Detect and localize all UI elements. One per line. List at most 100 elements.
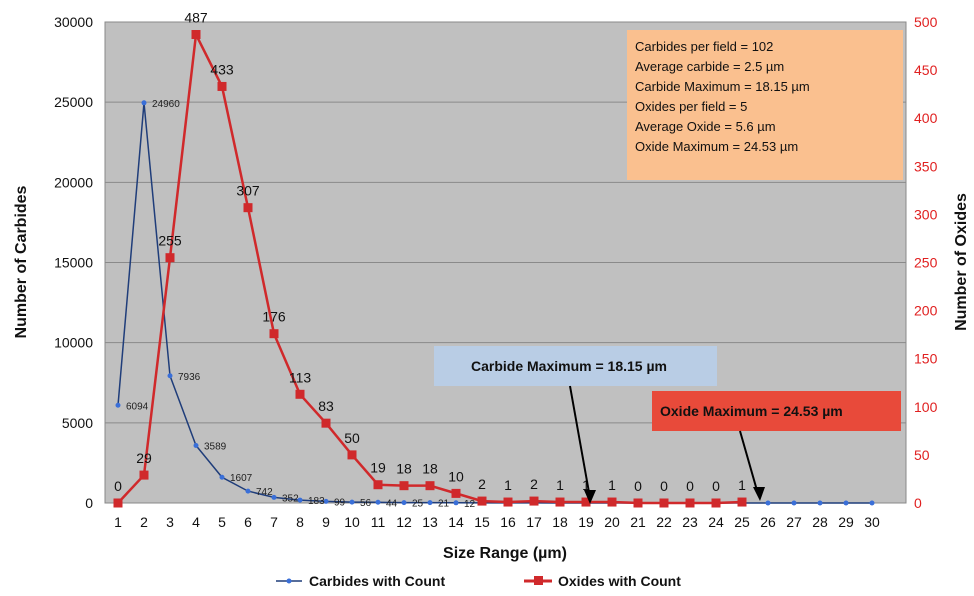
oxides-data-label: 18 <box>396 461 412 477</box>
stats-line-4: Oxides per field = 5 <box>635 99 747 114</box>
oxides-data-label: 307 <box>236 183 260 199</box>
carbides-point <box>817 500 823 506</box>
carbides-point <box>349 499 355 505</box>
legend-oxides-label: Oxides with Count <box>558 573 681 589</box>
x-tick-label: 25 <box>734 514 750 530</box>
oxides-data-label: 1 <box>738 477 746 493</box>
stats-line-6: Oxide Maximum = 24.53 µm <box>635 139 798 154</box>
left-tick-label: 10000 <box>54 335 93 351</box>
x-tick-label: 1 <box>114 514 122 530</box>
x-tick-label: 20 <box>604 514 620 530</box>
carbides-point <box>245 488 251 494</box>
x-tick-label: 23 <box>682 514 698 530</box>
oxides-point <box>711 498 721 508</box>
oxides-point <box>191 30 201 40</box>
x-tick-label: 9 <box>322 514 330 530</box>
carbide-callout-text: Carbide Maximum = 18.15 µm <box>471 358 667 374</box>
x-tick-label: 24 <box>708 514 724 530</box>
oxides-data-label: 50 <box>344 430 360 446</box>
stats-line-1: Carbides per field = 102 <box>635 39 773 54</box>
carbides-data-label: 44 <box>386 498 398 509</box>
carbides-data-label: 352 <box>282 493 299 504</box>
oxides-data-label: 10 <box>448 468 464 484</box>
carbides-data-label: 742 <box>256 487 273 498</box>
right-tick-label: 300 <box>914 206 938 222</box>
oxides-data-label: 2 <box>530 476 538 492</box>
x-tick-label: 8 <box>296 514 304 530</box>
carbides-point <box>323 498 329 504</box>
carbide-callout-arrow <box>569 385 591 499</box>
right-tick-label: 350 <box>914 158 938 174</box>
left-axis-title: Number of Carbides <box>13 185 30 338</box>
oxides-point <box>113 498 123 508</box>
oxides-point <box>165 253 175 263</box>
right-tick-label: 150 <box>914 351 938 367</box>
oxides-point <box>399 481 409 491</box>
left-tick-label: 15000 <box>54 255 93 271</box>
oxide-callout-text: Oxide Maximum = 24.53 µm <box>660 403 843 419</box>
carbides-data-label: 3589 <box>204 441 227 452</box>
right-tick-label: 0 <box>914 495 922 511</box>
carbides-point <box>297 497 303 503</box>
oxides-data-label: 113 <box>289 369 312 385</box>
carbides-point <box>401 500 407 506</box>
oxides-data-label: 487 <box>184 10 208 26</box>
carbides-point <box>791 500 797 506</box>
oxide-callout-bg <box>652 391 901 431</box>
oxides-point <box>217 81 227 91</box>
x-tick-label: 18 <box>552 514 568 530</box>
x-tick-label: 27 <box>786 514 802 530</box>
stats-line-3: Carbide Maximum = 18.15 µm <box>635 79 810 94</box>
carbides-data-label: 1607 <box>230 473 253 484</box>
carbides-point <box>869 500 875 506</box>
left-tick-label: 20000 <box>54 174 93 190</box>
left-tick-label: 30000 <box>54 14 93 30</box>
carbide-callout-bg <box>434 346 717 386</box>
x-axis: 1 2 3 4 5 6 7 8 9 10 11 12 13 14 15 16 17 18 19 20 21 22 23 24 2… <box>114 514 880 530</box>
oxides-point <box>555 497 565 507</box>
oxides-point <box>529 496 539 506</box>
oxides-point <box>321 418 331 428</box>
x-tick-label: 15 <box>474 514 490 530</box>
carbides-point <box>271 494 277 500</box>
legend-carbides-marker-icon <box>286 578 292 584</box>
oxides-data-label: 1 <box>608 477 616 493</box>
carbide-arrowhead-icon <box>584 490 596 504</box>
x-tick-label: 22 <box>656 514 672 530</box>
oxides-point <box>139 470 149 480</box>
carbides-point <box>167 373 173 379</box>
right-tick-label: 500 <box>914 14 938 30</box>
right-tick-label: 200 <box>914 303 938 319</box>
x-tick-label: 5 <box>218 514 226 530</box>
oxides-data-label: 433 <box>210 61 234 77</box>
x-tick-label: 16 <box>500 514 516 530</box>
oxides-data-label: 0 <box>634 478 642 494</box>
oxides-data-label: 83 <box>318 398 334 414</box>
right-axis: 0 50 100 150 200 250 300 350 400 450 500 <box>914 14 938 511</box>
carbides-point <box>115 402 121 408</box>
carbides-point <box>193 442 199 448</box>
x-tick-label: 29 <box>838 514 854 530</box>
oxides-data-label: 255 <box>158 233 182 249</box>
oxides-data-label: 0 <box>660 478 668 494</box>
oxides-point <box>737 497 747 507</box>
x-axis-title: Size Range (µm) <box>443 545 567 562</box>
right-tick-label: 100 <box>914 399 938 415</box>
oxides-point <box>581 497 591 507</box>
left-tick-label: 25000 <box>54 94 93 110</box>
oxides-point <box>503 497 513 507</box>
carbide-max-callout: Carbide Maximum = 18.15 µm <box>434 346 717 504</box>
left-tick-label: 5000 <box>62 415 93 431</box>
x-tick-label: 17 <box>526 514 542 530</box>
x-tick-label: 7 <box>270 514 278 530</box>
carbides-data-label: 25 <box>412 499 424 510</box>
x-tick-label: 13 <box>422 514 438 530</box>
carbides-point <box>375 499 381 505</box>
right-axis-title: Number of Oxides <box>953 193 970 331</box>
x-tick-label: 10 <box>344 514 360 530</box>
carbides-data-label: 99 <box>334 497 346 508</box>
oxides-data-label: 0 <box>686 478 694 494</box>
carbides-point <box>427 500 433 506</box>
x-tick-label: 6 <box>244 514 252 530</box>
